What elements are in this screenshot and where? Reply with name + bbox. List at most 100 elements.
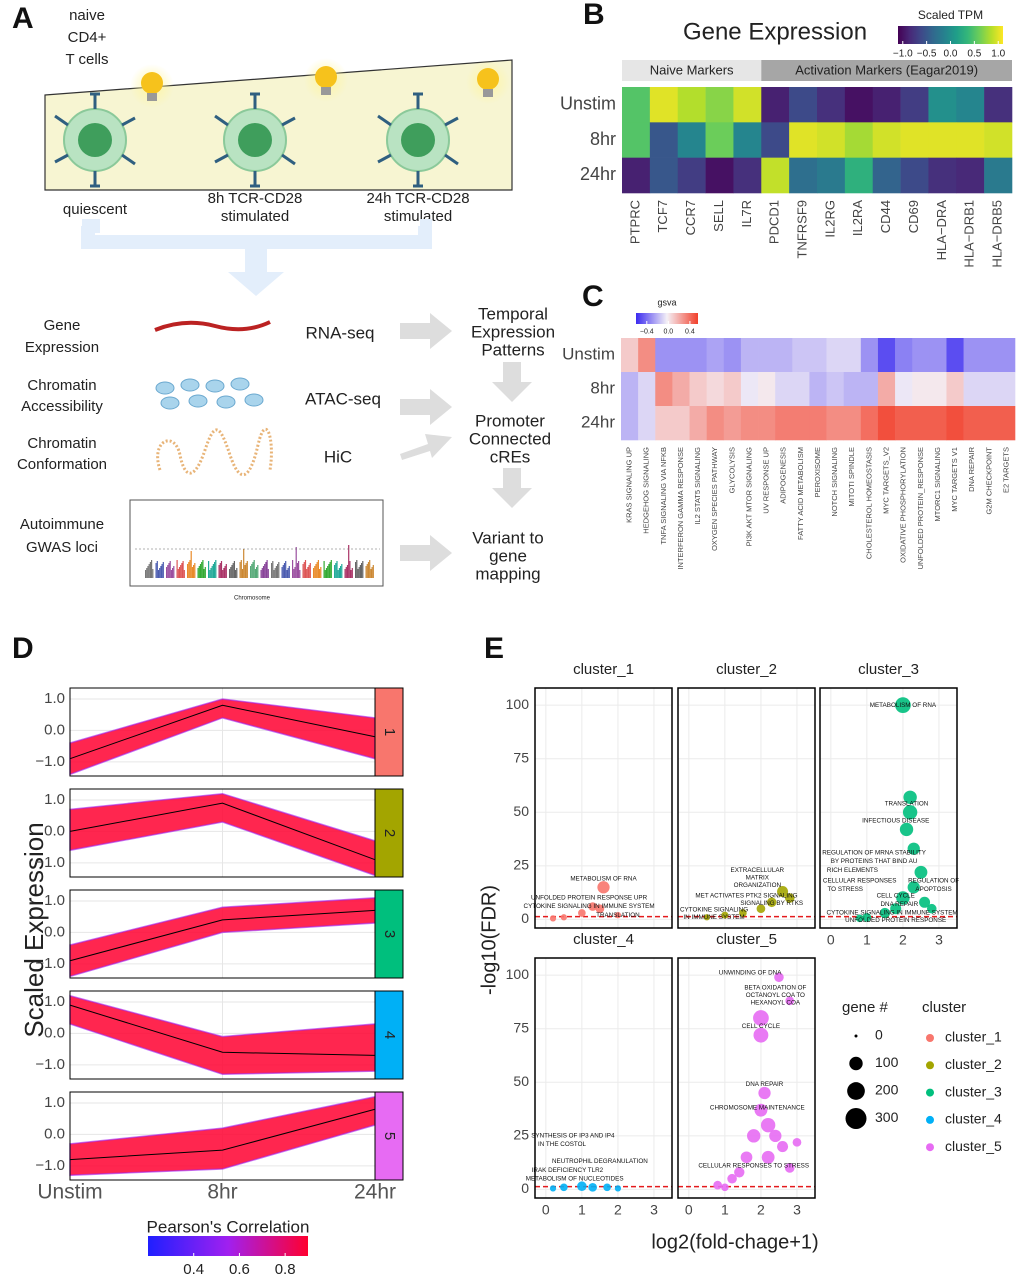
manhattan-dot: [212, 564, 214, 578]
output-label: Patterns: [481, 340, 544, 359]
heat-cell: [621, 372, 639, 407]
point: [792, 1137, 802, 1147]
manhattan-dot: [156, 561, 158, 578]
point: [777, 1141, 789, 1153]
point-label: INFECTIOUS DISEASE: [862, 818, 929, 825]
legend-swatch: [926, 1034, 934, 1042]
heat-cell: [946, 406, 964, 441]
colorbar-title: gsva: [657, 297, 676, 307]
point: [907, 842, 920, 855]
manhattan-dot: [148, 564, 150, 578]
heat-cell: [817, 122, 846, 158]
heat-cell: [655, 338, 673, 373]
heat-cell: [761, 122, 790, 158]
manhattan-dot: [292, 560, 294, 578]
legend-swatch: [926, 1088, 934, 1097]
column-label: UNFOLDED PROTEIN_RESPONSE: [916, 447, 925, 570]
hic-icon: [156, 427, 273, 477]
manhattan-dot: [358, 567, 360, 578]
panel-label: E: [484, 632, 504, 665]
facet-strip: [374, 687, 404, 777]
manhattan-dot: [170, 570, 172, 578]
heat-cell: [877, 372, 896, 407]
manhattan-dot: [178, 567, 181, 578]
manhattan-dot: [367, 562, 370, 578]
input-label: Gene: [44, 317, 81, 334]
point: [588, 902, 598, 911]
manhattan-dot: [168, 563, 170, 578]
assay-label: ATAC-seq: [305, 389, 381, 408]
panel-label: D: [12, 632, 34, 665]
column-label: G2M CHECKPOINT: [984, 447, 993, 515]
point-label: METABOLISM OF RNA: [570, 875, 637, 882]
column-label: TCF7: [655, 200, 670, 233]
point: [703, 914, 710, 921]
y-tick-label: 0: [521, 1180, 529, 1196]
output-label: Expression: [471, 322, 555, 341]
column-label: TNFA SIGNALING VIA NFKB: [659, 447, 668, 545]
manhattan-dot: [229, 569, 231, 578]
point: [603, 1183, 611, 1192]
manhattan-dot: [180, 565, 182, 578]
column-label: TNFRSF9: [795, 200, 810, 259]
manhattan-dot: [235, 570, 237, 578]
point-label: SYNTHESIS OF IP3 AND IP4: [531, 1133, 615, 1140]
point: [753, 1027, 769, 1043]
point-label: CYTOKINE SIGNALING IN IMMUNE SYSTEM: [827, 910, 958, 917]
column-label: PI3K AKT MTOR SIGNALING: [744, 447, 753, 547]
heat-cell: [740, 338, 759, 373]
heat-cell: [672, 338, 690, 373]
y-tick-label: 75: [513, 1019, 529, 1035]
x-tick-label: 0: [542, 1202, 550, 1218]
group-header: [622, 60, 762, 81]
facet-strip: [374, 788, 404, 878]
manhattan-dot: [188, 562, 190, 578]
heat-cell: [826, 406, 844, 441]
heat-cell: [928, 122, 957, 158]
manhattan-dot: [250, 566, 252, 578]
heat-cell: [789, 122, 818, 158]
heat-cell: [817, 157, 846, 194]
column-label: HLA−DRA: [934, 200, 949, 261]
heat-cell: [758, 406, 776, 441]
panel-label: B: [583, 0, 605, 31]
manhattan-dot: [325, 568, 328, 578]
y-tick-label: 100: [506, 966, 530, 982]
manhattan-dot: [198, 566, 200, 578]
heat-cell: [895, 406, 913, 441]
row-label: 24hr: [580, 164, 616, 184]
point-label: REGULATION OF MRNA STABILITY: [822, 850, 926, 857]
heat-cell: [789, 157, 818, 194]
manhattan-dot: [166, 567, 168, 578]
mean-line: [69, 704, 376, 760]
atac-icon: [155, 377, 264, 410]
manhattan-dot: [369, 560, 371, 578]
point-label: NEUTROPHIL DEGRANULATION: [552, 1158, 648, 1165]
point-label: DNA REPAIR: [746, 1081, 784, 1088]
point: [578, 909, 586, 917]
point-label: CELLULAR RESPONSES: [823, 878, 897, 885]
facet-title: cluster_1: [573, 661, 634, 678]
y-tick-label: 1.0: [44, 791, 65, 808]
point: [727, 1173, 737, 1184]
manhattan-dot: [309, 563, 311, 578]
heat-cell: [997, 338, 1016, 373]
heat-cell: [826, 372, 844, 407]
colorbar-tick-label: 0.0: [944, 49, 958, 60]
legend-label: cluster_2: [945, 1056, 1002, 1072]
heat-cell: [844, 122, 874, 158]
column-label: IL2RG: [822, 200, 837, 238]
manhattan-dot: [349, 561, 351, 578]
column-label: NOTCH SIGNALING: [830, 447, 839, 517]
output-label: cREs: [490, 447, 531, 466]
point-label: REGULATION OF: [908, 878, 959, 885]
point-label: METABOLISM OF NUCLEOTIDES: [526, 1175, 624, 1182]
manhattan-dot: [359, 565, 361, 578]
manhattan-dot: [244, 565, 246, 578]
heat-cell: [638, 406, 656, 441]
column-label: MYC TARGETS V1: [950, 447, 959, 512]
point: [907, 881, 920, 894]
point: [756, 904, 766, 914]
facet-frame: [677, 687, 816, 929]
